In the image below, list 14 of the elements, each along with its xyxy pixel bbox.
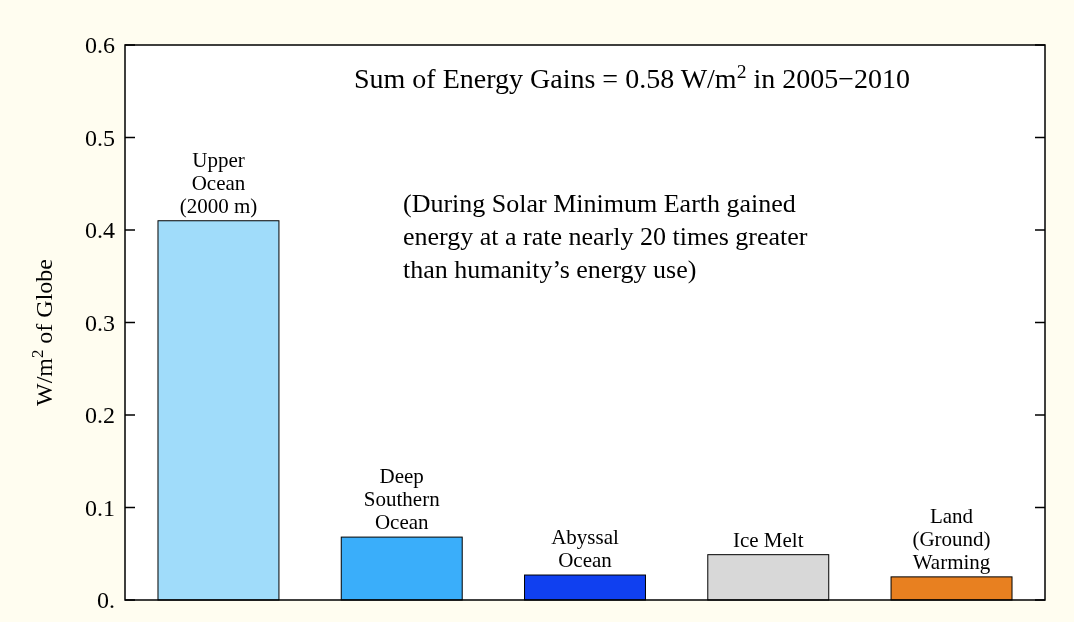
annotation: (During Solar Minimum Earth gained energy at a rate nearly 20 times greater than humanity’s energy use) [403, 189, 808, 284]
x-tick-label: Ice Melt [732, 527, 804, 552]
x-tick-label: Upper Ocean (2000 m) [179, 147, 258, 218]
text: Sum of Energy Gains = 0.58 W/m$^{2}$ in 2005−2010 [354, 60, 910, 94]
y-tick-label: 0. [97, 587, 115, 614]
x-tick-label: Land (Ground) Warming [912, 503, 991, 574]
y-tick-label: 0.3 [85, 309, 115, 336]
y-tick-label: 0.6 [85, 32, 115, 59]
y-tick-label: 0.2 [85, 402, 115, 429]
x-tick-label: Abyssal Ocean [551, 525, 619, 573]
y-tick-label: 0.1 [85, 494, 115, 521]
x-tick-label: Deep Southern Ocean [363, 464, 441, 535]
y-tick-label: 0.4 [85, 217, 115, 244]
y-tick-label: 0.5 [85, 124, 115, 151]
